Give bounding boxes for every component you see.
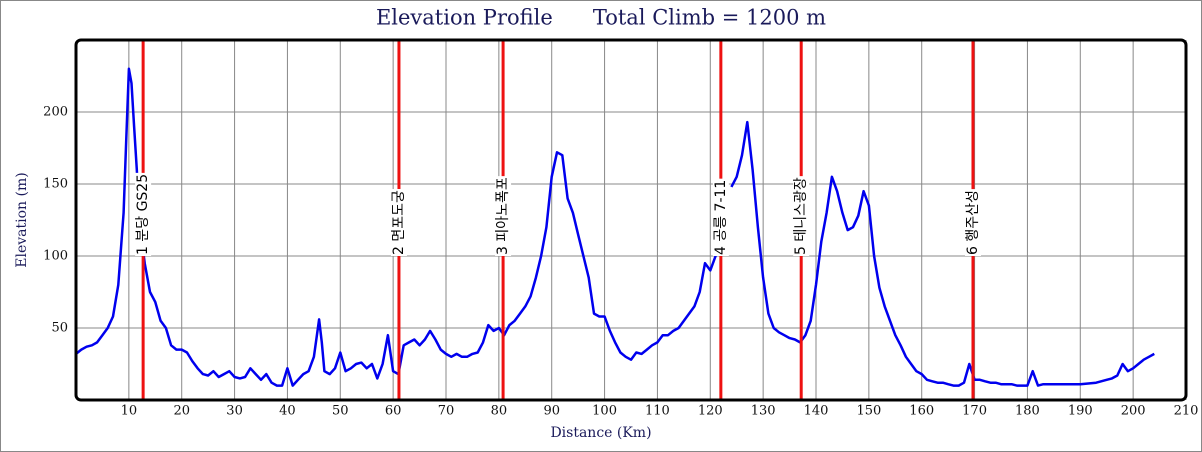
x-tick-label: 10 [121,404,138,419]
x-tick-label: 140 [804,404,829,419]
marker-label: 3 피아노폭포 [495,177,511,255]
x-tick-label: 150 [856,404,881,419]
marker-label: 5 테니스광장 [793,177,809,255]
marker-label: 4 공릉 7-11 [713,180,729,255]
x-tick-label: 200 [1121,404,1146,419]
y-tick-label: 200 [43,105,68,120]
plot-frame [74,38,1188,402]
marker-label-group: 3 피아노폭포 [495,176,512,256]
y-tick-label: 50 [51,321,68,336]
y-tick-label: 100 [43,249,68,264]
marker-label-group: 4 공릉 7-11 [712,178,729,256]
x-axis-label: Distance (Km) [550,425,651,441]
marker-label: 6 행주산성 [965,190,981,255]
x-tick-label: 130 [751,404,776,419]
x-tick-label: 40 [279,404,296,419]
x-tick-label: 210 [1174,404,1199,419]
x-tick-label: 60 [385,404,402,419]
marker-label-group: 1 분당 GS25 [135,172,152,256]
y-tick-label: 150 [43,177,68,192]
grid [76,40,1187,400]
x-tick-label: 170 [962,404,987,419]
marker-label-bg [793,176,810,256]
y-axis-label: Elevation (m) [14,172,30,267]
x-tick-label: 70 [438,404,455,419]
x-tick-label: 100 [592,404,617,419]
marker-label-bg [135,172,152,256]
plot: 1 분당 GS25 2 면포도궁 3 피아노폭포 4 공릉 7-11 5 테니스광장 6 … [75,40,1155,400]
marker-label-bg [390,189,407,256]
chart-title: Elevation Profile Total Climb = 1200 m [376,6,826,30]
x-tick-label: 190 [1068,404,1093,419]
x-tick-label: 30 [226,404,243,419]
x-tick-label: 20 [173,404,190,419]
elevation-line [75,67,1155,387]
x-tick-label: 120 [698,404,723,419]
marker-label-group: 5 테니스광장 [793,176,810,256]
x-tick-label: 180 [1015,404,1040,419]
x-tick-label: 50 [332,404,349,419]
x-tick-label: 90 [543,404,560,419]
x-tick-label: 80 [491,404,508,419]
marker-label-group: 6 행주산성 [964,189,981,256]
marker-label-bg [495,176,512,256]
x-tick-label: 110 [645,404,670,419]
marker-label: 2 면포도궁 [391,190,407,255]
marker-label-bg [712,178,729,256]
marker-label-group: 2 면포도궁 [390,189,407,256]
marker-label-bg [964,189,981,256]
marker-label: 1 분당 GS25 [135,174,151,255]
x-tick-label: 160 [909,404,934,419]
